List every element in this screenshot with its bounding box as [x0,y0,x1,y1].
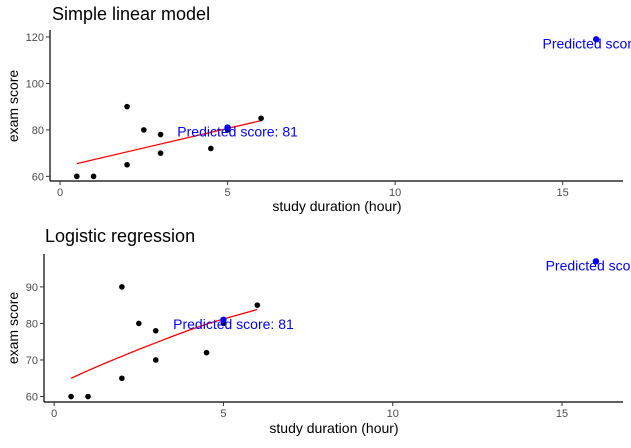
y-tick-label: 60 [32,171,44,183]
data-point [152,357,159,363]
chart-title: Simple linear model [52,4,210,24]
data-point [208,145,214,152]
y-axis-label: exam score [5,70,21,143]
prediction-point [592,36,600,43]
fit-line [70,308,258,379]
y-axis-label: exam score [5,292,21,365]
data-point [90,173,97,180]
data-point [136,320,142,327]
x-tick-label: 0 [57,187,63,199]
prediction-point [220,316,227,323]
data-point [124,103,130,110]
x-tick-label: 5 [220,408,226,420]
y-tick-label: 70 [26,355,38,367]
x-tick-label: 0 [51,408,57,420]
data-point [157,150,164,156]
data-point [152,327,159,334]
y-tick-label: 80 [32,125,44,137]
prediction-point [224,124,231,131]
data-point [68,393,74,400]
data-point [157,131,164,138]
data-point [254,302,261,308]
x-tick-label: 15 [557,187,569,199]
prediction-label: Predicted score: 81 [173,316,294,332]
prediction-label: Predicted score: 81 [177,124,298,140]
data-point [119,284,125,290]
data-point [119,375,125,382]
prediction-point [592,258,600,265]
x-tick-label: 10 [387,408,399,420]
data-point [258,115,264,122]
prediction-label: Predicted score: 97 [546,257,631,273]
data-point [124,161,130,168]
x-axis-label: study duration (hour) [272,198,401,214]
y-tick-label: 80 [26,318,38,330]
x-axis-label: study duration (hour) [269,420,398,436]
y-tick-label: 120 [26,32,44,44]
data-point [74,173,80,180]
data-point [85,393,91,400]
prediction-label: Predicted score: 119 [543,35,631,51]
x-tick-label: 10 [389,187,401,199]
y-tick-label: 60 [26,392,38,404]
y-tick-label: 100 [26,78,44,90]
chart-title: Logistic regression [45,226,195,246]
data-point [141,127,147,133]
x-tick-label: 15 [556,408,568,420]
y-tick-label: 90 [26,282,38,294]
data-point [203,349,210,356]
x-tick-label: 5 [225,187,231,199]
